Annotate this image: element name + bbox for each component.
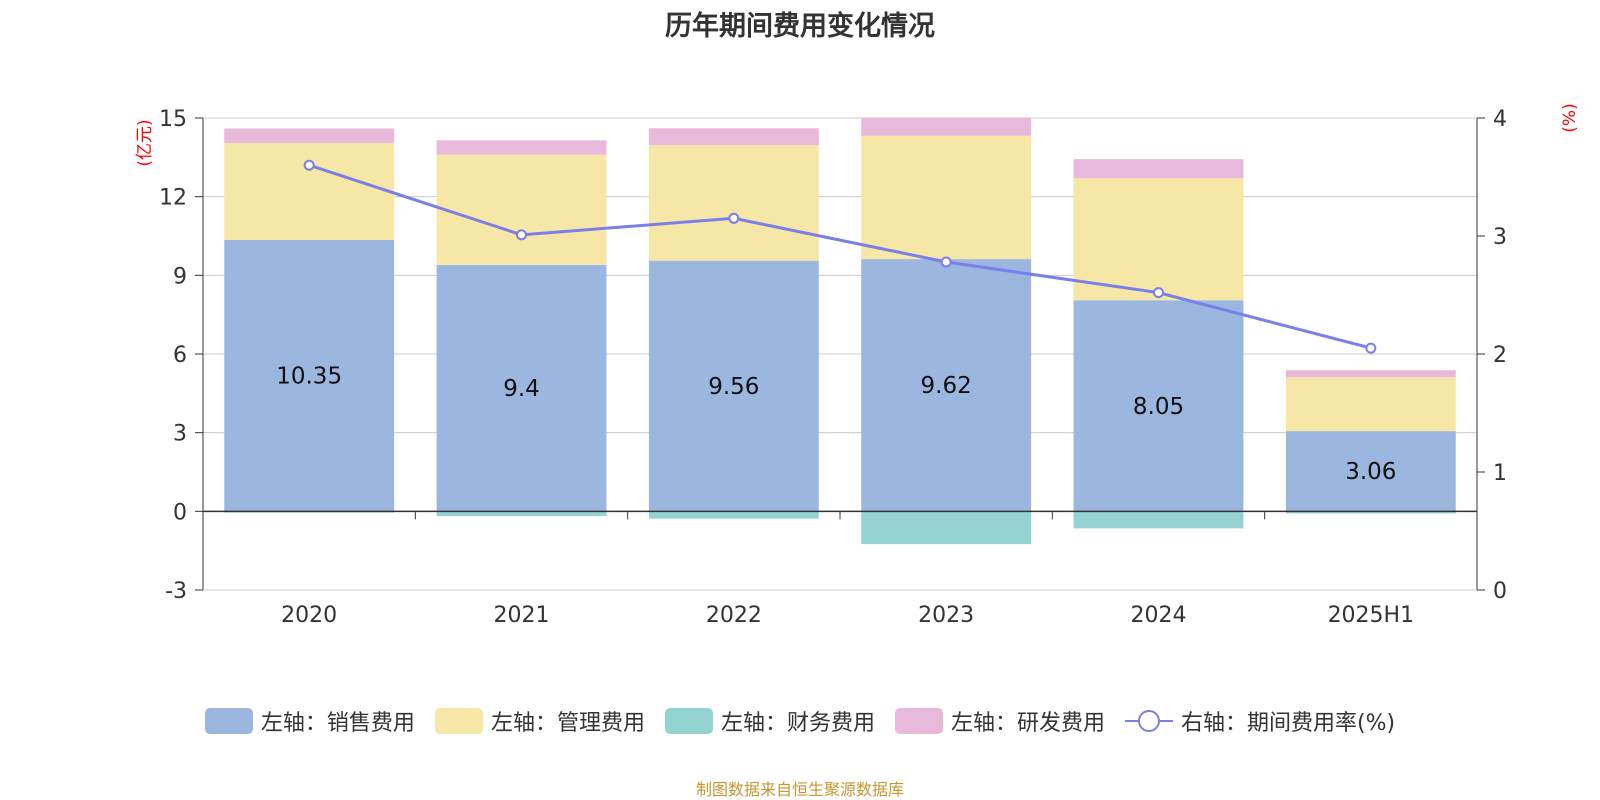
left-axis-unit-label: (亿元) xyxy=(135,119,155,166)
bar-segment-0-2024 xyxy=(1073,300,1244,512)
rate-point xyxy=(303,159,315,171)
left-tick-label: -3 xyxy=(165,579,187,604)
left-tick-label: 0 xyxy=(173,500,187,525)
bar-segment-3-2023 xyxy=(861,118,1032,136)
legend-item-admin[interactable]: 左轴：管理费用 xyxy=(434,705,645,737)
right-tick-label: 1 xyxy=(1493,461,1507,486)
right-tick-label: 3 xyxy=(1493,225,1507,250)
bar-segment-1-2021 xyxy=(436,154,607,265)
bar-segment-1-2024 xyxy=(1073,178,1244,301)
legend-label-rd: 左轴：研发费用 xyxy=(950,711,1105,736)
legend-item-rate[interactable]: 右轴：期间费用率(%) xyxy=(1124,705,1396,737)
right-tick-label: 4 xyxy=(1493,107,1507,132)
legend-item-rd[interactable]: 左轴：研发费用 xyxy=(894,705,1105,737)
legend-item-sales[interactable]: 左轴：销售费用 xyxy=(204,705,415,737)
legend: 左轴：销售费用 左轴：管理费用 左轴：财务费用 左轴：研发费用 右轴：期间费用率… xyxy=(0,705,1600,737)
rate-point xyxy=(940,256,952,268)
legend-swatch-rd xyxy=(894,708,943,734)
bar-segment-3-2024 xyxy=(1073,159,1244,179)
bar-segment-3-2025H1 xyxy=(1285,370,1456,378)
legend-label-rate: 右轴：期间费用率(%) xyxy=(1180,711,1396,736)
data-label: 3.06 xyxy=(1345,459,1396,485)
bar-segment-0-2021 xyxy=(436,264,607,512)
x-tick-label: 2025H1 xyxy=(1328,603,1415,628)
rate-point xyxy=(516,229,527,241)
legend-swatch-finance xyxy=(664,708,713,734)
legend-label-admin: 左轴：管理费用 xyxy=(490,711,645,736)
left-tick-label: 12 xyxy=(159,186,187,211)
data-label: 8.05 xyxy=(1133,394,1184,420)
bar-segment-0-2023 xyxy=(861,259,1032,512)
bar-segment-1-2022 xyxy=(648,145,819,261)
data-label: 9.56 xyxy=(708,374,759,400)
bar-segment-2-2023 xyxy=(861,511,1032,545)
right-tick-label: 2 xyxy=(1493,343,1507,368)
right-tick-label: 0 xyxy=(1493,579,1507,604)
data-label: 10.35 xyxy=(276,364,342,390)
chart-title: 历年期间费用变化情况 xyxy=(665,11,935,42)
bar-segment-1-2020 xyxy=(224,142,395,240)
bar-segment-1-2025H1 xyxy=(1285,377,1456,432)
legend-label-sales: 左轴：销售费用 xyxy=(260,711,415,736)
data-label: 9.4 xyxy=(503,376,540,402)
x-tick-label: 2023 xyxy=(918,603,974,628)
rate-line xyxy=(308,163,1372,350)
left-tick-label: 9 xyxy=(173,264,187,289)
data-label: 9.62 xyxy=(921,373,972,399)
left-tick-label: 6 xyxy=(173,343,187,368)
bar-segment-0-2022 xyxy=(648,260,819,512)
rate-point xyxy=(1365,342,1377,354)
source-note: 制图数据来自恒生聚源数据库 xyxy=(695,780,904,799)
bar-segment-0-2025H1 xyxy=(1285,431,1456,512)
legend-line-marker-icon xyxy=(1124,710,1173,732)
legend-swatch-admin xyxy=(434,708,483,734)
bar-segment-2-2025H1 xyxy=(1285,511,1456,514)
left-tick-label: 3 xyxy=(173,422,187,447)
rate-point xyxy=(1153,287,1164,299)
bar-segment-2-2021 xyxy=(436,511,607,517)
legend-swatch-sales xyxy=(204,708,253,734)
legend-item-finance[interactable]: 左轴：财务费用 xyxy=(664,705,875,737)
x-tick-label: 2022 xyxy=(706,603,762,628)
x-tick-label: 2024 xyxy=(1131,603,1187,628)
bar-segment-3-2021 xyxy=(436,140,607,155)
x-tick-label: 2020 xyxy=(281,603,337,628)
bar-segment-0-2020 xyxy=(224,239,395,512)
left-tick-label: 15 xyxy=(159,107,187,132)
legend-label-finance: 左轴：财务费用 xyxy=(720,711,875,736)
bar-segment-1-2023 xyxy=(861,135,1032,260)
bar-segment-2-2022 xyxy=(648,511,819,519)
rate-point xyxy=(728,212,740,224)
bar-segment-3-2022 xyxy=(648,128,819,146)
bar-segment-2-2024 xyxy=(1073,511,1244,529)
right-axis-unit-label: (%) xyxy=(1560,103,1580,132)
bar-segment-3-2020 xyxy=(224,128,395,143)
x-tick-label: 2021 xyxy=(494,603,550,628)
